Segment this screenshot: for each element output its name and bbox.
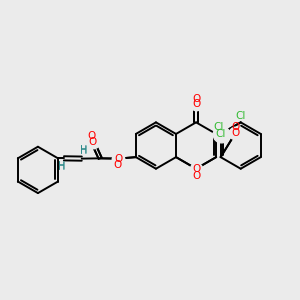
Text: H: H bbox=[80, 146, 88, 156]
Text: O: O bbox=[114, 154, 122, 164]
Text: O: O bbox=[88, 137, 97, 147]
Text: O: O bbox=[231, 122, 240, 132]
Text: O: O bbox=[192, 171, 200, 181]
Text: O: O bbox=[192, 164, 200, 174]
Text: O: O bbox=[231, 128, 240, 138]
Text: H: H bbox=[58, 161, 65, 171]
Text: O: O bbox=[87, 131, 95, 141]
Text: H: H bbox=[58, 162, 65, 172]
Text: O: O bbox=[192, 94, 200, 103]
Text: O: O bbox=[192, 99, 200, 109]
Text: H: H bbox=[80, 145, 88, 155]
Text: Cl: Cl bbox=[215, 129, 226, 139]
Text: Cl: Cl bbox=[236, 111, 246, 121]
Text: O: O bbox=[113, 160, 121, 170]
Text: Cl: Cl bbox=[213, 122, 224, 132]
